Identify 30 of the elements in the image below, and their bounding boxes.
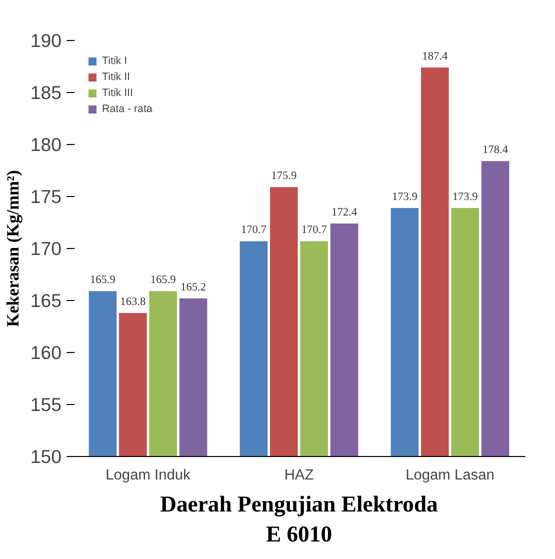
data-label: 173.9 <box>452 190 478 203</box>
x-axis-title: Daerah Pengujian Elektroda E 6010 <box>160 492 438 546</box>
y-tick-label: 175 <box>30 186 62 207</box>
y-tick-label: 190 <box>30 30 62 51</box>
y-tick-label: 150 <box>30 446 62 467</box>
data-label: 172.4 <box>332 206 358 219</box>
y-tick-label: 185 <box>30 82 62 103</box>
y-tick-label: 160 <box>30 342 62 363</box>
x-tick-label: HAZ <box>284 468 314 484</box>
y-axis-title: Kekerasan (Kg/mm²) <box>3 170 22 327</box>
y-tick-label: 180 <box>30 134 62 155</box>
y-tick-label: 170 <box>30 238 62 259</box>
data-label: 170.7 <box>240 224 267 236</box>
x-tick-label: Logam Induk <box>106 468 192 484</box>
data-label: 165.2 <box>180 281 206 294</box>
legend-label: Titik II <box>102 71 130 83</box>
y-tick-label: 155 <box>30 394 62 415</box>
data-label: 163.8 <box>120 296 146 308</box>
data-label: 173.9 <box>392 190 418 203</box>
data-label: 165.9 <box>90 274 116 286</box>
y-tick-label: 165 <box>30 290 62 311</box>
data-label: 170.7 <box>301 224 328 236</box>
data-label: 175.9 <box>271 170 297 182</box>
x-tick-label: Logam Lasan <box>406 468 494 484</box>
legend-label: Titik I <box>102 55 128 67</box>
legend-label: Rata - rata <box>102 103 152 115</box>
data-label: 187.4 <box>422 50 448 63</box>
data-label: 178.4 <box>482 144 508 156</box>
legend-label: Titik III <box>102 87 133 99</box>
data-label: 165.9 <box>150 274 176 286</box>
